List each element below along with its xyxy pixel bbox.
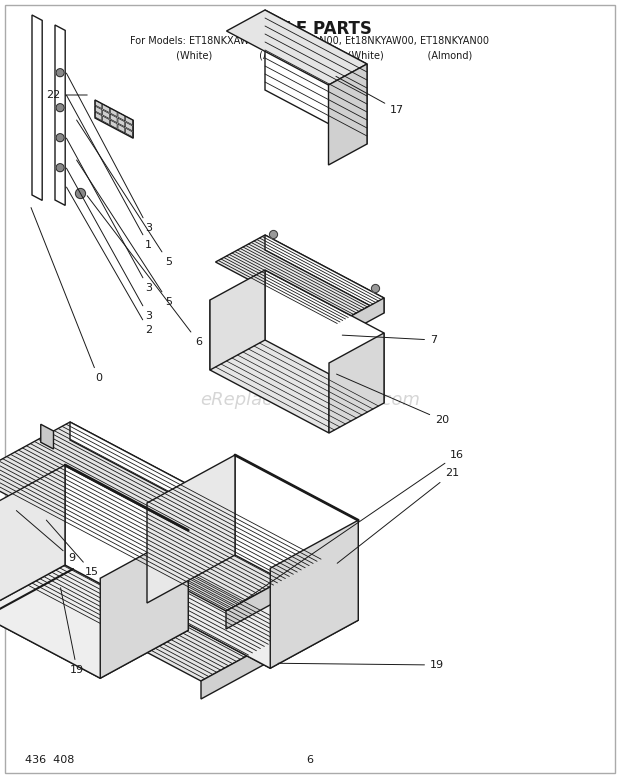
Text: 19: 19 — [278, 660, 444, 670]
Polygon shape — [103, 116, 110, 124]
Circle shape — [56, 163, 64, 172]
Polygon shape — [95, 100, 102, 109]
Polygon shape — [110, 108, 117, 117]
Polygon shape — [103, 104, 110, 113]
Text: 22: 22 — [46, 90, 87, 100]
Circle shape — [56, 103, 64, 112]
Text: 2: 2 — [66, 187, 152, 335]
Polygon shape — [0, 422, 325, 611]
Polygon shape — [95, 112, 102, 121]
Polygon shape — [226, 10, 367, 85]
Text: eReplacementParts.com: eReplacementParts.com — [200, 391, 420, 409]
Polygon shape — [65, 465, 188, 630]
Polygon shape — [201, 627, 300, 699]
Text: For Models: ET18NKXAW00, ET18NKXAN00, Et18NKYAW00, ET18NKYAN00: For Models: ET18NKXAW00, ET18NKXAN00, Et… — [130, 36, 490, 46]
Polygon shape — [16, 494, 29, 519]
Polygon shape — [0, 465, 65, 613]
Polygon shape — [32, 15, 42, 201]
Polygon shape — [147, 455, 235, 603]
Text: 6: 6 — [306, 755, 314, 765]
Text: 16: 16 — [238, 450, 464, 605]
Polygon shape — [0, 565, 188, 678]
Polygon shape — [335, 298, 384, 340]
Polygon shape — [110, 120, 117, 128]
Polygon shape — [118, 112, 125, 121]
Polygon shape — [118, 118, 125, 127]
Text: 3: 3 — [66, 168, 152, 321]
Polygon shape — [216, 235, 384, 325]
Polygon shape — [265, 10, 367, 144]
Polygon shape — [126, 116, 133, 124]
Text: 5: 5 — [77, 120, 172, 267]
Text: 17: 17 — [336, 76, 404, 115]
Polygon shape — [210, 270, 265, 370]
Polygon shape — [100, 531, 188, 678]
Polygon shape — [126, 128, 133, 137]
Polygon shape — [126, 122, 133, 131]
Text: 15: 15 — [46, 520, 99, 577]
Circle shape — [56, 134, 64, 142]
Polygon shape — [110, 114, 117, 123]
Polygon shape — [210, 300, 329, 433]
Polygon shape — [118, 124, 125, 133]
Circle shape — [270, 230, 278, 239]
Polygon shape — [265, 235, 384, 313]
Circle shape — [56, 68, 64, 77]
Text: 19: 19 — [61, 587, 84, 675]
Polygon shape — [103, 110, 110, 119]
Circle shape — [371, 285, 379, 293]
Text: 21: 21 — [337, 468, 459, 563]
Polygon shape — [329, 64, 367, 165]
Polygon shape — [226, 557, 325, 629]
Polygon shape — [70, 422, 325, 575]
Polygon shape — [329, 333, 384, 433]
Text: 1: 1 — [66, 95, 152, 250]
Polygon shape — [270, 520, 358, 668]
Polygon shape — [265, 270, 384, 403]
Text: 20: 20 — [337, 374, 449, 425]
Polygon shape — [55, 25, 65, 205]
Polygon shape — [0, 492, 300, 681]
Text: 6: 6 — [87, 196, 202, 347]
Polygon shape — [147, 555, 358, 668]
Polygon shape — [147, 503, 270, 668]
Text: 436  408: 436 408 — [25, 755, 74, 765]
Text: (White)               (Almond)              (White)              (Almond): (White) (Almond) (White) (Almond) — [148, 50, 472, 60]
Text: 0: 0 — [31, 208, 102, 383]
Circle shape — [76, 188, 86, 198]
Polygon shape — [0, 513, 100, 678]
Text: 3: 3 — [66, 73, 152, 233]
Text: 7: 7 — [342, 335, 437, 345]
Text: 3: 3 — [66, 138, 152, 293]
Polygon shape — [95, 106, 102, 114]
Polygon shape — [235, 455, 358, 620]
Polygon shape — [45, 492, 300, 645]
Text: 5: 5 — [77, 160, 172, 307]
Polygon shape — [41, 424, 53, 449]
Text: 9: 9 — [16, 510, 75, 563]
Text: SHELF PARTS: SHELF PARTS — [248, 20, 372, 38]
